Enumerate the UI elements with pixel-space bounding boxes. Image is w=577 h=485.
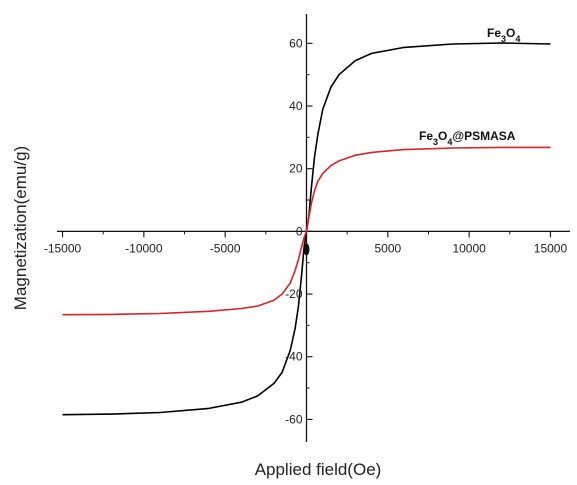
y-tick-label: -60 [285, 412, 303, 426]
axes [57, 14, 570, 442]
x-tick-label: -10000 [125, 241, 163, 255]
y-axis-title: Magnetization(emu/g) [11, 146, 30, 310]
y-tick-label: -40 [285, 350, 303, 364]
x-tick-label: 15000 [534, 241, 568, 255]
tick-labels: -15000 -10000 -5000 5000 10000 15000 -60 -40 -20… [44, 36, 568, 426]
x-tick-label: -15000 [44, 241, 82, 255]
x-tick-label: -5000 [210, 241, 241, 255]
origin-marker [303, 243, 310, 256]
curves [62, 42, 551, 416]
x-axis-title: Applied field(Oe) [255, 460, 382, 479]
x-tick-label: 10000 [452, 241, 486, 255]
y-tick-label: 0 [296, 224, 303, 238]
curve-label-fe3o4: Fe3O4 [487, 26, 520, 44]
y-tick-label: -20 [285, 287, 303, 301]
y-tick-label: 60 [289, 36, 303, 50]
curve-label-fe3o4-psmasa: Fe3O4@PSMASA [419, 129, 516, 147]
x-tick-label: 5000 [374, 241, 401, 255]
curve-fe3o4-psmasa [62, 146, 551, 316]
y-tick-label: 20 [289, 162, 303, 176]
y-tick-label: 40 [289, 99, 303, 113]
curve-labels: Fe3O4 Fe3O4@PSMASA [419, 26, 520, 147]
